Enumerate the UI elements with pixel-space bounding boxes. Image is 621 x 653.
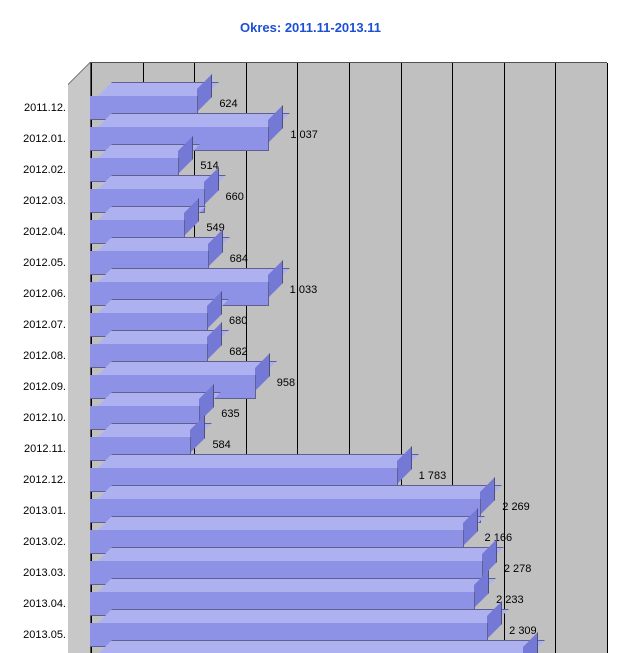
bar-value-label: 2 309 — [509, 625, 537, 637]
y-axis-label: 2011.12. — [18, 102, 66, 114]
bar-value-label: 680 — [229, 315, 247, 327]
bar-value-label: 635 — [221, 408, 239, 420]
y-axis-label: 2013.03. — [18, 567, 66, 579]
y-axis-label: 2012.09. — [18, 381, 66, 393]
y-axis-label: 2013.01. — [18, 505, 66, 517]
bar-value-label: 1 033 — [290, 284, 318, 296]
y-axis-label: 2013.05. — [18, 629, 66, 641]
y-axis-label: 2012.07. — [18, 319, 66, 331]
bar-value-label: 682 — [229, 346, 247, 358]
y-axis-label: 2012.11. — [18, 443, 66, 455]
page-title: Okres: 2011.11-2013.11 — [0, 20, 621, 35]
y-axis-label: 2012.08. — [18, 350, 66, 362]
bar-value-label: 660 — [226, 191, 244, 203]
bar-value-label: 2 269 — [502, 501, 530, 513]
bar-value-label: 1 783 — [419, 470, 447, 482]
y-axis-label: 2013.02. — [18, 536, 66, 548]
y-axis-label: 2012.10. — [18, 412, 66, 424]
bar-value-label: 1 037 — [290, 129, 318, 141]
bar-value-label: 2 278 — [504, 563, 532, 575]
y-axis-label: 2012.06. — [18, 288, 66, 300]
gridline — [555, 63, 556, 653]
bar-value-label: 584 — [212, 439, 230, 451]
bar-value-label: 624 — [219, 98, 237, 110]
gridline — [607, 63, 608, 653]
y-axis-label: 2012.05. — [18, 257, 66, 269]
bar-value-label: 958 — [277, 377, 295, 389]
bar-value-label: 684 — [230, 253, 248, 265]
y-axis-label: 2013.04. — [18, 598, 66, 610]
y-axis-label: 2012.04. — [18, 226, 66, 238]
y-axis-label: 2012.01. — [18, 133, 66, 145]
plot-left-wall — [68, 62, 90, 653]
y-axis-label: 2012.12. — [18, 474, 66, 486]
y-axis-label: 2012.03. — [18, 195, 66, 207]
y-axis-label: 2012.02. — [18, 164, 66, 176]
bar-value-label: 2 166 — [485, 532, 513, 544]
